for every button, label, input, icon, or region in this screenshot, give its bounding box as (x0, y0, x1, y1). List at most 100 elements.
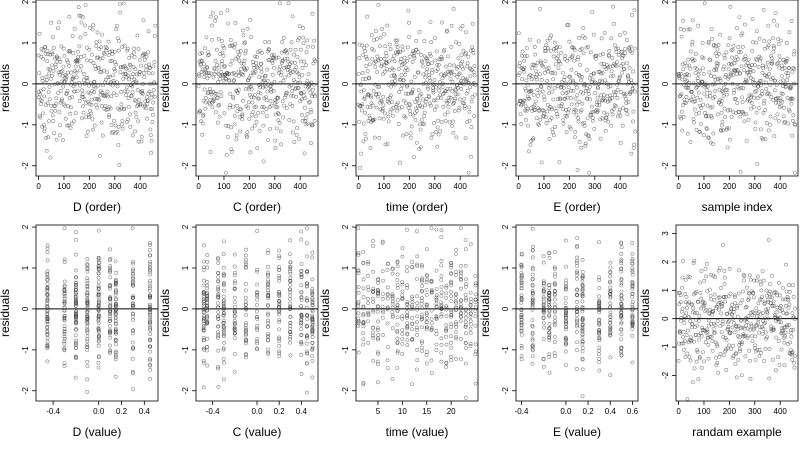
data-point (601, 61, 606, 66)
data-point (281, 115, 286, 120)
data-point (630, 333, 635, 338)
x-tick-label: 20 (447, 407, 456, 416)
data-point (523, 54, 527, 59)
data-point (750, 63, 754, 67)
data-point (133, 129, 138, 134)
data-point (217, 114, 222, 119)
data-point (234, 137, 239, 142)
data-point (725, 145, 730, 150)
data-point (399, 86, 404, 91)
data-point (130, 226, 135, 231)
data-point (138, 70, 142, 74)
data-point (597, 278, 601, 282)
data-point (573, 135, 577, 140)
data-point (544, 48, 548, 53)
data-point (751, 104, 756, 109)
data-point (562, 77, 566, 82)
data-point (463, 319, 468, 324)
data-point (745, 285, 749, 290)
data-point (463, 30, 468, 35)
data-point (575, 318, 580, 323)
data-point (619, 276, 624, 281)
data-point (119, 90, 124, 94)
data-point (140, 91, 145, 96)
data-point (96, 315, 101, 320)
data-point (292, 140, 297, 144)
data-point (741, 112, 746, 116)
data-point (255, 291, 259, 295)
x-axis-label: C (value) (233, 425, 282, 439)
data-point (312, 82, 316, 87)
data-point (538, 59, 543, 64)
data-point (264, 107, 269, 112)
data-point (436, 95, 441, 100)
x-tick-label: 300 (428, 182, 442, 191)
data-point (541, 289, 546, 294)
data-point (755, 161, 760, 166)
data-point (775, 62, 779, 66)
data-point (89, 111, 94, 116)
data-point (519, 121, 524, 126)
data-point (378, 35, 383, 40)
data-point (461, 66, 466, 71)
data-point (281, 36, 286, 40)
data-point (555, 84, 560, 89)
data-point (597, 348, 601, 353)
data-point (211, 98, 216, 103)
data-point (415, 358, 420, 363)
x-tick-label: -0.4 (515, 407, 529, 416)
data-point (462, 96, 467, 101)
data-point (226, 77, 231, 82)
data-point (415, 327, 419, 332)
data-point (725, 126, 729, 131)
data-point (108, 266, 112, 270)
data-point (45, 292, 50, 297)
data-point (59, 99, 64, 103)
data-point (613, 104, 618, 109)
data-point (405, 306, 409, 311)
data-point (85, 45, 89, 50)
data-point (727, 330, 732, 335)
data-point (439, 120, 444, 124)
data-point (563, 54, 568, 58)
data-point (752, 63, 757, 68)
data-point (726, 294, 731, 299)
data-point (705, 88, 709, 92)
data-point (784, 262, 788, 267)
data-point (524, 108, 529, 113)
data-point (243, 260, 248, 265)
data-point (530, 323, 535, 328)
data-point (381, 116, 386, 121)
data-point (115, 129, 120, 134)
data-point (74, 309, 78, 314)
data-point (299, 320, 304, 325)
data-point (731, 43, 736, 48)
x-tick-label: 0 (196, 182, 201, 191)
data-point (689, 325, 694, 330)
data-point (791, 295, 796, 299)
data-point (96, 314, 101, 318)
data-point (532, 103, 537, 108)
data-point (227, 78, 232, 83)
data-point (221, 346, 226, 351)
data-point (599, 36, 604, 41)
data-point (619, 305, 624, 310)
data-point (747, 348, 752, 353)
data-point (537, 72, 542, 77)
data-point (53, 108, 58, 113)
data-point (454, 357, 458, 361)
data-point (574, 367, 579, 371)
x-tick-label: 0 (36, 182, 41, 191)
data-point (405, 338, 410, 343)
data-point (619, 313, 624, 318)
data-point (735, 84, 740, 89)
data-point (747, 65, 752, 70)
data-point (85, 377, 90, 382)
data-point (721, 85, 726, 90)
data-point (405, 283, 410, 288)
data-point (406, 20, 411, 25)
data-point (444, 314, 449, 319)
data-point (243, 341, 248, 346)
data-point (575, 245, 579, 250)
data-point (519, 329, 524, 334)
